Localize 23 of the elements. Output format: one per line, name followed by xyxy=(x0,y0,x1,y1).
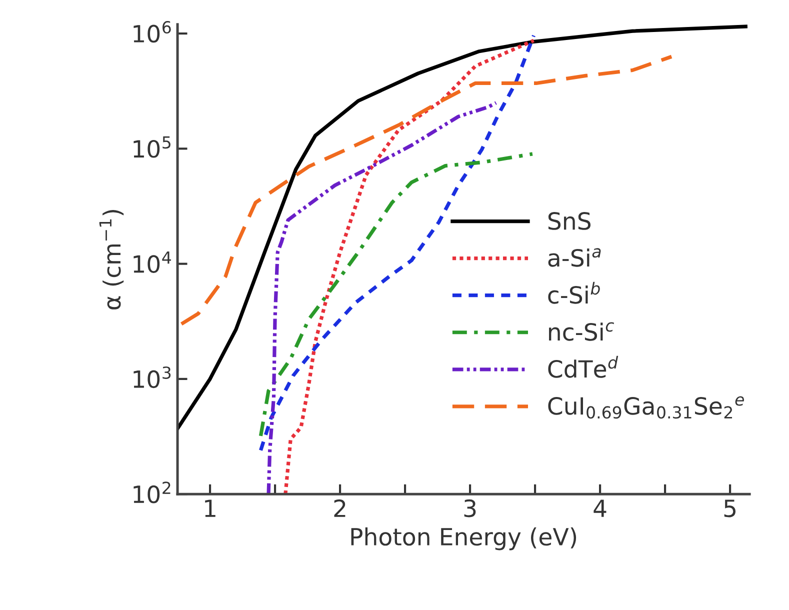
legend-label: c-Si$^{b}$ xyxy=(548,282,600,304)
y-axis-title: α (cm$^{−1}$) xyxy=(99,210,124,310)
legend-label: nc-Si$^{c}$ xyxy=(549,322,614,341)
line-series xyxy=(266,101,498,494)
x-tick-label: 3 xyxy=(464,499,476,518)
y-tick-label: 10$^{6}$ xyxy=(134,21,171,43)
x-tick-label: 4 xyxy=(594,500,606,517)
x-tick-label: 1 xyxy=(205,500,216,517)
y-tick-label: 10$^{3}$ xyxy=(134,366,171,388)
y-tick-label: 10$^{4}$ xyxy=(134,252,171,273)
legend-label: SnS xyxy=(548,212,591,230)
legend-label: CuI$_{0.69}$Ga$_{0.31}$Se$_{2}$$^{e}$ xyxy=(548,396,744,419)
y-tick-label: 10$^{2}$ xyxy=(134,482,170,504)
line-series xyxy=(258,34,536,452)
line-series xyxy=(258,152,534,438)
x-tick-label: 2 xyxy=(334,499,346,517)
y-tick-label: 10$^{5}$ xyxy=(134,136,170,158)
legend-label: a-Si$^{a}$ xyxy=(548,248,601,267)
line-series xyxy=(178,24,748,430)
line-series xyxy=(284,38,536,494)
x-tick-label: 5 xyxy=(724,500,736,518)
legend-label: CdTe$^{d}$ xyxy=(548,356,618,378)
x-axis-title: Photon Energy (eV) xyxy=(351,527,576,550)
